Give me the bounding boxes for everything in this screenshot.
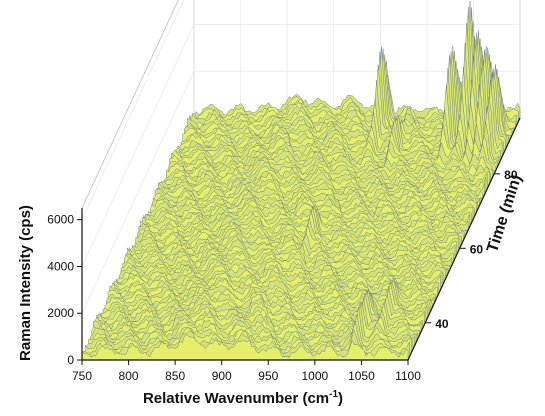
x-axis-title: Relative Wavenumber (cm-1) <box>143 389 343 407</box>
z-tick-label: 60 <box>470 242 484 256</box>
spectrum-trace <box>171 121 498 168</box>
spectrum-trace <box>172 101 500 164</box>
y-grid-line <box>81 0 185 220</box>
x-tick-label: 850 <box>165 369 185 383</box>
z-axis-line <box>407 117 521 361</box>
spectrum-trace <box>151 186 479 210</box>
chart-axes <box>81 117 521 361</box>
y-tick-label: 4000 <box>47 259 74 273</box>
spectrum-trace <box>136 205 464 242</box>
x-tick-label: 1050 <box>348 369 375 383</box>
x-tick-label: 1100 <box>395 369 421 383</box>
spectrum-trace <box>120 252 448 277</box>
z-tick-label: 80 <box>504 168 518 182</box>
x-tick-label: 1000 <box>302 369 329 383</box>
spectrum-trace <box>102 281 430 315</box>
spectrum-trace <box>104 277 431 312</box>
spectrum-trace <box>86 314 414 350</box>
x-tick-label: 950 <box>258 369 278 383</box>
spectrum-trace <box>93 297 420 336</box>
spectra-series <box>81 0 521 361</box>
spectrum-trace <box>119 256 446 280</box>
y-grid-line <box>81 70 520 314</box>
y-tick-label: 0 <box>67 353 74 367</box>
y-tick-label: 2000 <box>47 306 74 320</box>
y-tick-label: 6000 <box>47 213 74 227</box>
y-grid-line <box>81 24 520 267</box>
z-tick-label: 40 <box>435 317 449 331</box>
z-axis-title: Time (min) <box>484 173 525 255</box>
x-axis-ticks: 750 800 850 900 950 1000 1050 1100 <box>72 360 421 383</box>
z-axis-ticks: 40 60 80 <box>425 168 518 331</box>
x-tick-label: 900 <box>212 369 232 383</box>
x-tick-label: 750 <box>72 369 92 383</box>
x-tick-label: 800 <box>119 369 139 383</box>
spectrum-trace <box>167 142 495 175</box>
spectrum-trace <box>169 134 496 171</box>
y-axis-ticks: 0 2000 4000 6000 <box>47 213 82 367</box>
spectrum-trace <box>81 333 409 361</box>
y-axis-title: Raman Intensity (cps) <box>17 205 34 361</box>
